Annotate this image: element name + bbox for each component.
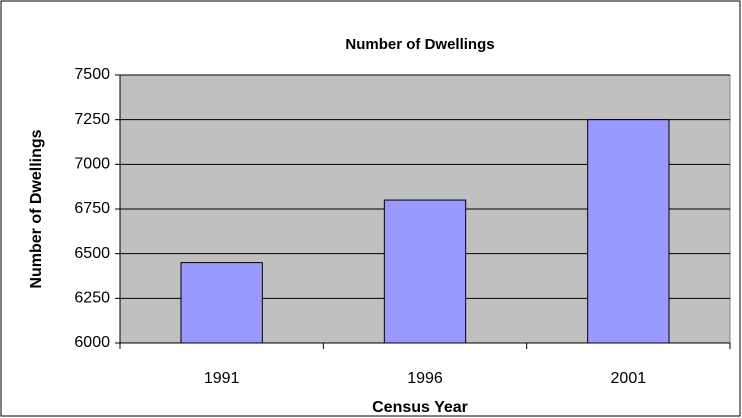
- x-tick-label: 2001: [611, 370, 647, 387]
- y-axis-label: Number of Dwellings: [28, 129, 45, 288]
- bar: [383, 199, 467, 344]
- x-tick-label: 1996: [407, 370, 443, 387]
- y-tick-label: 7500: [74, 66, 110, 83]
- x-tick-label: 1991: [204, 370, 240, 387]
- bar: [587, 119, 670, 344]
- y-tick-label: 7000: [74, 156, 110, 173]
- y-tick-label: 7250: [74, 111, 110, 128]
- y-tick-label: 6750: [74, 200, 110, 217]
- y-tick-label: 6250: [74, 290, 110, 307]
- bar: [180, 262, 263, 344]
- x-axis-label: Census Year: [372, 399, 468, 416]
- chart-title: Number of Dwellings: [345, 36, 494, 53]
- y-tick-label: 6000: [74, 334, 110, 351]
- y-tick-label: 6500: [74, 245, 110, 262]
